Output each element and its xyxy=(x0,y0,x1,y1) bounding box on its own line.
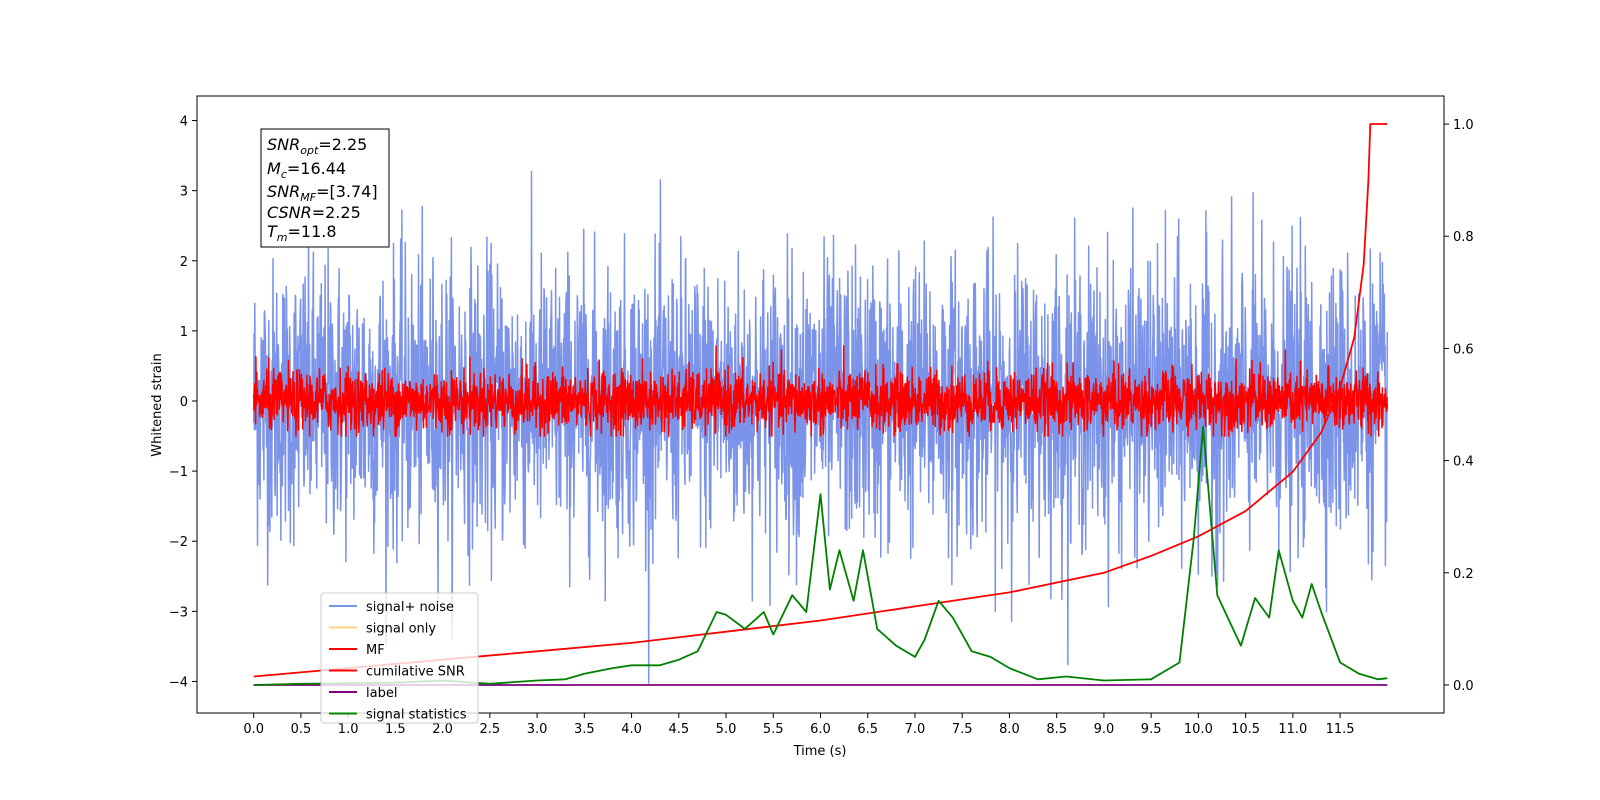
legend-label-signal-only: signal only xyxy=(366,622,436,637)
y-right-tick-label: 0.2 xyxy=(1453,567,1474,582)
y-axis-label: Whitened strain xyxy=(150,353,165,456)
x-tick-label: 11.0 xyxy=(1278,722,1307,737)
x-axis: 0.0 0.5 1.0 1.5 2.0 2.5 3.0 3.5 4.0 4.5 5.0 5.5 6.0 6… xyxy=(243,713,1355,737)
annotation-mc: Mc=16.44 xyxy=(267,159,346,181)
x-tick-label: 4.0 xyxy=(621,722,642,737)
annotation-box: SNRopt=2.25 Mc=16.44 SNRMF=[3.74] CSNR=2… xyxy=(260,128,390,248)
y-axis-right: 1.0 0.8 0.6 0.4 0.2 0.0 xyxy=(1444,118,1474,694)
x-tick-label: 8.5 xyxy=(1046,722,1067,737)
y-left-tick-label: 3 xyxy=(180,185,188,200)
y-left-tick-label: 0 xyxy=(180,395,188,410)
series-line-cumilative-snr xyxy=(253,123,1388,678)
x-axis-label: Time (s) xyxy=(793,744,847,759)
annotation-csnr: CSNR=2.25 xyxy=(267,203,361,222)
x-tick-label: 8.0 xyxy=(999,722,1020,737)
legend-label-signal-noise: signal+ noise xyxy=(366,600,454,615)
x-tick-label: 2.5 xyxy=(480,722,501,737)
legend-frame xyxy=(320,592,479,724)
x-tick-label: 11.5 xyxy=(1326,722,1355,737)
x-tick-label: 10.0 xyxy=(1184,722,1213,737)
y-right-tick-label: 0.4 xyxy=(1453,455,1474,470)
x-tick-label: 6.5 xyxy=(857,722,878,737)
annotation-snr-mf: SNRMF=[3.74] xyxy=(267,182,378,204)
legend-label-cumilative-snr: cumilative SNR xyxy=(366,665,465,680)
x-tick-label: 1.5 xyxy=(385,722,406,737)
x-tick-label: 6.0 xyxy=(810,722,831,737)
y-left-tick-label: −4 xyxy=(169,675,188,690)
y-left-tick-label: −3 xyxy=(169,605,188,620)
annotation-tm: Tm=11.8 xyxy=(267,222,337,244)
legend: signal+ noise signal only MF cumilative SNR… xyxy=(320,592,479,724)
y-left-tick-label: 1 xyxy=(180,325,188,340)
series-line-signal-noise xyxy=(252,170,1389,684)
x-tick-label: 7.5 xyxy=(952,722,973,737)
y-left-tick-label: −1 xyxy=(169,465,188,480)
y-left-tick-label: 2 xyxy=(180,255,188,270)
y-right-tick-label: 0.0 xyxy=(1453,679,1474,694)
x-tick-label: 3.5 xyxy=(574,722,595,737)
y-axis-left: 4 3 2 1 0 −1 −2 −3 −4 xyxy=(169,115,197,690)
x-tick-label: 5.5 xyxy=(763,722,784,737)
y-left-tick-label: 4 xyxy=(180,115,188,130)
x-tick-label: 0.5 xyxy=(291,722,312,737)
x-tick-label: 0.0 xyxy=(243,722,264,737)
legend-label-signal-statistics: signal statistics xyxy=(366,708,467,723)
y-right-tick-label: 0.6 xyxy=(1453,342,1474,357)
x-tick-label: 5.0 xyxy=(716,722,737,737)
x-tick-label: 10.5 xyxy=(1231,722,1260,737)
y-left-tick-label: −2 xyxy=(169,535,188,550)
legend-label-label: label xyxy=(366,686,397,701)
x-tick-label: 3.0 xyxy=(527,722,548,737)
legend-label-mf: MF xyxy=(366,643,385,658)
x-tick-label: 1.0 xyxy=(338,722,359,737)
x-tick-label: 9.5 xyxy=(1141,722,1162,737)
y-right-tick-label: 0.8 xyxy=(1453,230,1474,245)
x-tick-label: 9.0 xyxy=(1094,722,1115,737)
series-line-signal-statistics xyxy=(253,426,1388,686)
x-tick-label: 2.0 xyxy=(432,722,453,737)
annotation-snr-opt: SNRopt=2.25 xyxy=(267,135,367,157)
y-right-tick-label: 1.0 xyxy=(1453,118,1474,133)
series-line-mf xyxy=(252,344,1389,437)
x-tick-label: 7.0 xyxy=(905,722,926,737)
x-tick-label: 4.5 xyxy=(668,722,689,737)
